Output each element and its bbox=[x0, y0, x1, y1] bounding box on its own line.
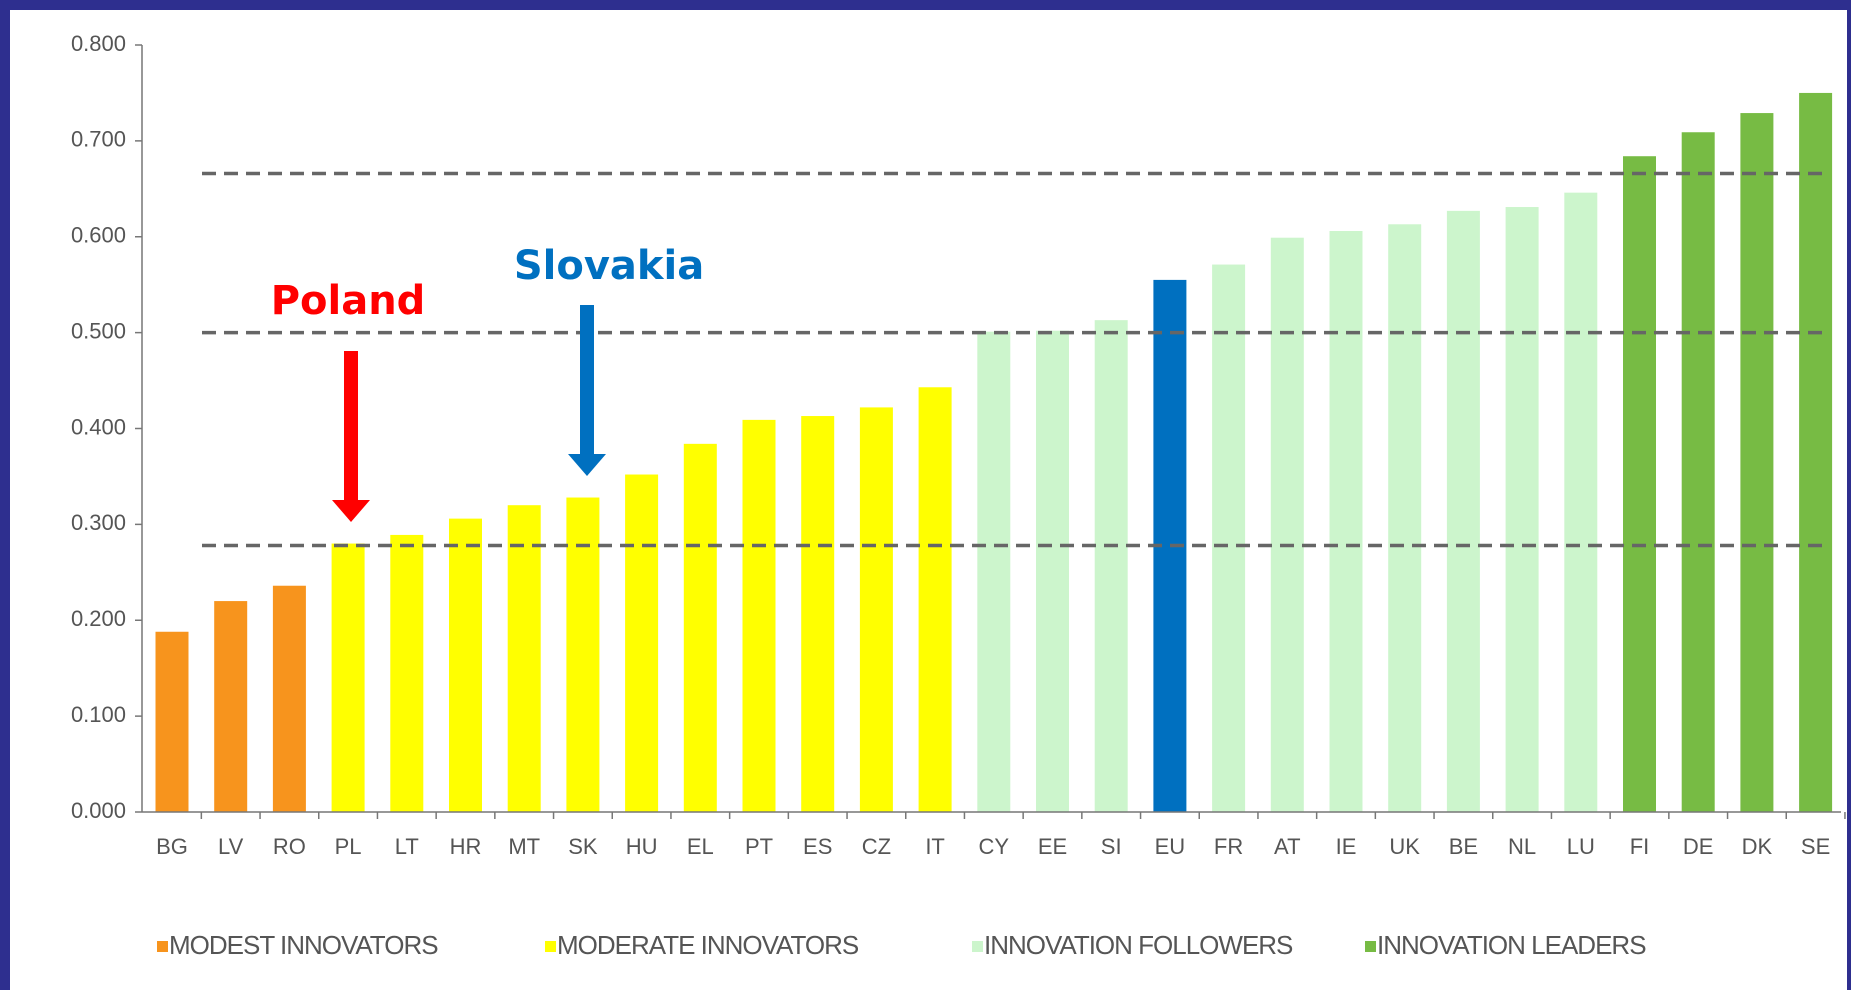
x-tick-label: EE bbox=[1038, 834, 1067, 859]
annotation-arrow-shaft bbox=[344, 351, 358, 502]
bar bbox=[449, 518, 482, 812]
bar bbox=[1505, 207, 1539, 812]
bar bbox=[1564, 192, 1598, 812]
legend-swatch bbox=[157, 941, 168, 952]
x-tick-label: HR bbox=[450, 834, 482, 859]
x-tick-label: MT bbox=[508, 834, 540, 859]
x-tick-label: SK bbox=[568, 834, 598, 859]
y-tick-label: 0.800 bbox=[71, 31, 126, 56]
x-tick-label: ES bbox=[803, 834, 832, 859]
annotation-text: Slovakia bbox=[514, 243, 704, 289]
legend-swatch bbox=[1365, 941, 1376, 952]
x-tick-label: BE bbox=[1449, 834, 1478, 859]
y-tick-label: 0.100 bbox=[71, 702, 126, 727]
bar bbox=[742, 419, 776, 812]
legend-label: MODEST INNOVATORS bbox=[169, 930, 438, 960]
bar bbox=[683, 443, 717, 812]
legend-swatch bbox=[972, 941, 983, 952]
bar bbox=[1740, 113, 1774, 813]
y-tick-label: 0.300 bbox=[71, 510, 126, 535]
x-tick-label: LV bbox=[218, 834, 244, 859]
x-tick-label: FI bbox=[1630, 834, 1650, 859]
bar bbox=[918, 387, 952, 812]
x-tick-label: IT bbox=[925, 834, 945, 859]
bar bbox=[1623, 156, 1656, 813]
x-tick-label: EU bbox=[1155, 834, 1186, 859]
bar bbox=[1388, 224, 1422, 812]
x-tick-label: PL bbox=[335, 834, 362, 859]
x-tick-label: DE bbox=[1683, 834, 1714, 859]
bar bbox=[859, 407, 893, 812]
x-tick-label: NL bbox=[1508, 834, 1536, 859]
y-tick-label: 0.000 bbox=[71, 798, 126, 823]
annotation-text: Poland bbox=[271, 278, 426, 324]
y-tick-label: 0.500 bbox=[71, 318, 126, 343]
x-tick-label: LU bbox=[1567, 834, 1595, 859]
bar bbox=[1094, 320, 1128, 812]
x-tick-label: LT bbox=[395, 834, 419, 859]
bar bbox=[507, 505, 541, 812]
bar bbox=[1036, 330, 1069, 812]
bar bbox=[801, 416, 835, 812]
bar bbox=[1212, 264, 1246, 813]
bar bbox=[1270, 237, 1304, 813]
x-tick-label: SE bbox=[1801, 834, 1830, 859]
bar bbox=[625, 474, 659, 812]
y-tick-label: 0.700 bbox=[71, 127, 126, 152]
x-tick-label: AT bbox=[1274, 834, 1300, 859]
annotation-arrow-head bbox=[568, 454, 606, 476]
bar bbox=[977, 331, 1011, 812]
legend-swatch bbox=[545, 941, 556, 952]
legend-label: MODERATE INNOVATORS bbox=[557, 930, 859, 960]
y-tick-label: 0.600 bbox=[71, 223, 126, 248]
x-tick-label: UK bbox=[1389, 834, 1420, 859]
bar bbox=[1799, 92, 1833, 812]
x-tick-label: HU bbox=[626, 834, 658, 859]
x-tick-label: EL bbox=[687, 834, 714, 859]
bar bbox=[272, 585, 306, 812]
y-tick-label: 0.400 bbox=[71, 414, 126, 439]
legend-label: INNOVATION FOLLOWERS bbox=[984, 930, 1293, 960]
bar bbox=[1681, 132, 1715, 813]
x-tick-label: BG bbox=[156, 834, 188, 859]
annotation-arrow-head bbox=[332, 500, 370, 522]
x-tick-label: DK bbox=[1742, 834, 1773, 859]
x-tick-label: CY bbox=[979, 834, 1010, 859]
bar bbox=[1446, 210, 1480, 812]
x-tick-label: SI bbox=[1101, 834, 1122, 859]
y-tick-label: 0.200 bbox=[71, 606, 126, 631]
legend-label: INNOVATION LEADERS bbox=[1377, 930, 1646, 960]
bar bbox=[155, 631, 189, 812]
x-tick-label: PT bbox=[745, 834, 773, 859]
x-tick-label: IE bbox=[1336, 834, 1357, 859]
bar bbox=[390, 534, 424, 812]
bar bbox=[214, 601, 248, 812]
x-tick-label: CZ bbox=[862, 834, 891, 859]
x-tick-label: FR bbox=[1214, 834, 1243, 859]
x-tick-label: RO bbox=[273, 834, 306, 859]
bar bbox=[1329, 230, 1363, 812]
bar bbox=[331, 543, 365, 812]
bar bbox=[566, 497, 600, 812]
annotation-arrow-shaft bbox=[580, 305, 594, 456]
